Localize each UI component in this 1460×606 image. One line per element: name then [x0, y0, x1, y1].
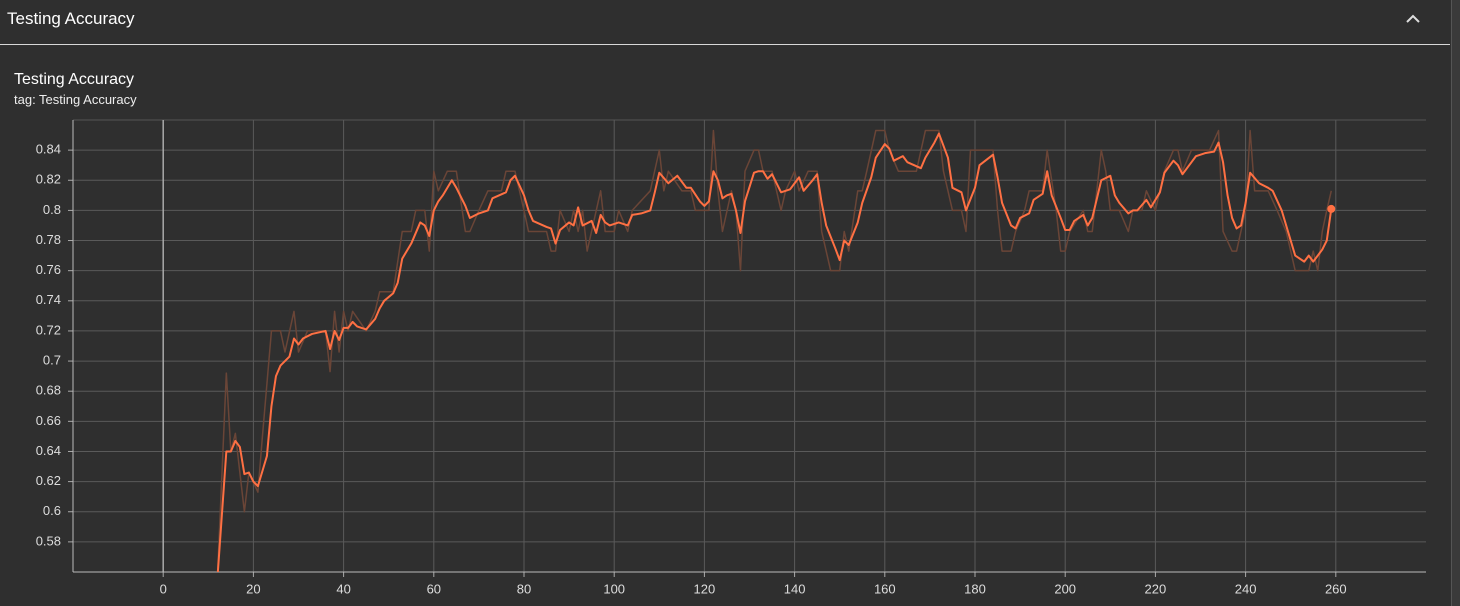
- x-tick-label: 0: [160, 581, 167, 596]
- section-title: Testing Accuracy: [7, 9, 135, 28]
- chart-title: Testing Accuracy: [14, 71, 135, 88]
- y-tick-label: 0.7: [43, 353, 61, 368]
- y-tick-label: 0.64: [36, 443, 61, 458]
- y-tick-label: 0.72: [36, 322, 61, 337]
- y-tick-label: 0.66: [36, 413, 61, 428]
- y-tick-label: 0.58: [36, 533, 61, 548]
- collapse-chevron[interactable]: [1403, 9, 1423, 29]
- y-tick-label: 0.84: [36, 142, 61, 157]
- chart-card: Testing Accuracy tag: Testing Accuracy: [0, 46, 1450, 606]
- series-line: [216, 132, 1333, 572]
- plot-area: [216, 129, 1336, 572]
- last-point: [1327, 204, 1336, 213]
- x-tick-label: 180: [964, 581, 986, 596]
- x-tick-label: 60: [427, 581, 441, 596]
- y-tick-label: 0.82: [36, 172, 61, 187]
- y-tick-label: 0.62: [36, 473, 61, 488]
- y-tick-label: 0.74: [36, 292, 61, 307]
- x-tick-label: 20: [246, 581, 260, 596]
- chart-subtitle: tag: Testing Accuracy: [14, 92, 137, 107]
- series-line: [216, 129, 1333, 572]
- x-tick-label: 100: [603, 581, 625, 596]
- x-tick-label: 220: [1145, 581, 1167, 596]
- y-tick-label: 0.78: [36, 232, 61, 247]
- x-tick-label: 140: [784, 581, 806, 596]
- x-tick-label: 80: [517, 581, 531, 596]
- y-tick-label: 0.76: [36, 262, 61, 277]
- scrollbar[interactable]: [1451, 0, 1460, 606]
- y-tick-label: 0.6: [43, 503, 61, 518]
- x-tick-label: 40: [336, 581, 350, 596]
- x-tick-label: 240: [1235, 581, 1257, 596]
- section-header[interactable]: Testing Accuracy: [0, 0, 1450, 45]
- y-tick-label: 0.68: [36, 383, 61, 398]
- x-tick-label: 260: [1325, 581, 1347, 596]
- x-tick-label: 160: [874, 581, 896, 596]
- x-tick-label: 120: [694, 581, 716, 596]
- y-tick-label: 0.8: [43, 202, 61, 217]
- x-tick-label: 200: [1054, 581, 1076, 596]
